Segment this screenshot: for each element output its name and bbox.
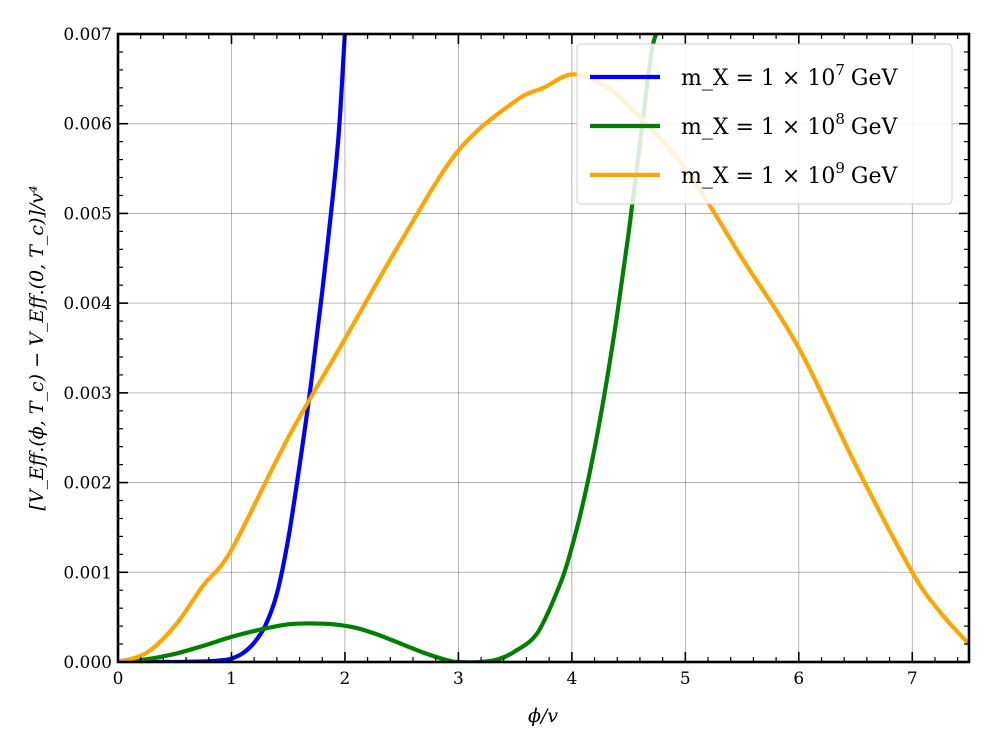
x-tick-label: 2 — [340, 669, 351, 689]
y-tick-label: 0.006 — [63, 115, 112, 135]
x-tick-label: 6 — [793, 669, 804, 689]
y-tick-label: 0.000 — [63, 653, 112, 673]
legend: m_X = 1 × 107 GeV m_X = 1 × 108 GeV m_X = 1 … — [576, 43, 953, 205]
x-tick-label: 4 — [566, 669, 577, 689]
series-line-3 — [118, 72, 969, 662]
series-line-2 — [118, 34, 659, 662]
y-tick-label: 0.007 — [63, 25, 112, 45]
legend-label-1: m_X = 1 × 107 GeV — [681, 61, 899, 91]
y-tick-label: 0.001 — [63, 563, 112, 583]
y-axis-title: [V_Eff.(ϕ, T_c) − V_Eff.(0, T_c)]/v⁴ — [26, 185, 48, 510]
x-axis-title: ϕ/v — [528, 705, 558, 727]
x-tick-label: 7 — [907, 669, 918, 689]
x-tick-label: 0 — [113, 669, 124, 689]
x-tick-label: 3 — [453, 669, 464, 689]
plot-frame — [116, 32, 971, 664]
legend-box — [576, 43, 953, 205]
y-tick-label: 0.005 — [63, 204, 112, 224]
grid — [118, 34, 969, 662]
x-tick-label: 5 — [680, 669, 691, 689]
legend-label-3: m_X = 1 × 109 GeV — [681, 159, 899, 189]
y-tick-label: 0.003 — [63, 384, 112, 404]
x-tick-label: 1 — [226, 669, 237, 689]
tick-labels: 0 1 2 3 4 5 6 7 0.000 0.001 0.002 0.003 0.004 0.005 0.… — [63, 25, 917, 689]
y-tick-label: 0.004 — [63, 294, 112, 314]
y-tick-label: 0.002 — [63, 474, 112, 494]
legend-label-2: m_X = 1 × 108 GeV — [681, 110, 899, 140]
